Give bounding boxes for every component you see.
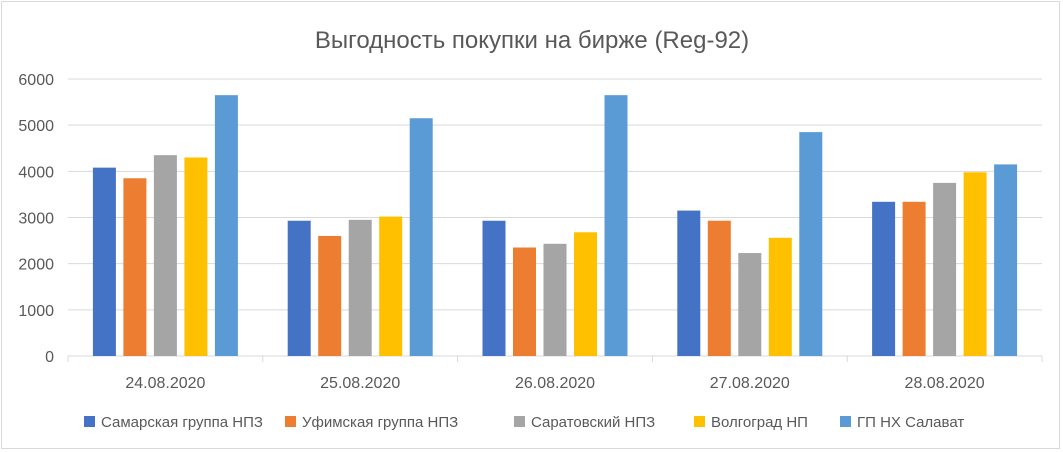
bar: [902, 201, 926, 356]
y-tick-label: 1000: [18, 303, 54, 320]
bar: [738, 253, 762, 356]
x-tick-label: 26.08.2020: [515, 375, 595, 392]
y-tick-label: 6000: [18, 72, 54, 89]
bar: [379, 216, 403, 356]
legend-label: Уфимская группа НПЗ: [302, 414, 458, 431]
x-tick-label: 27.08.2020: [710, 375, 790, 392]
bar: [318, 235, 342, 356]
legend-label: ГП НХ Салават: [857, 414, 964, 431]
bar: [799, 132, 823, 356]
bars: [92, 95, 1018, 357]
x-axis-ticks: 24.08.2020 25.08.2020 26.08.2020 27.08.2020…: [67, 356, 1043, 392]
bar: [214, 95, 238, 357]
legend: Самарская группа НПЗ Уфимская группа НПЗ С…: [84, 414, 964, 431]
chart-title: Выгодность покупки на бирже (Reg-92): [315, 27, 749, 54]
bar: [933, 182, 957, 356]
legend-label: Волгоград НП: [711, 414, 808, 431]
legend-label: Саратовский НПЗ: [531, 414, 655, 431]
bar: [768, 237, 792, 356]
legend-label: Самарская группа НПЗ: [101, 414, 263, 431]
x-tick-label: 25.08.2020: [320, 375, 400, 392]
bar: [872, 201, 896, 356]
x-tick-label: 24.08.2020: [125, 375, 205, 392]
legend-swatch: [514, 416, 525, 427]
bar: [677, 210, 701, 356]
y-tick-label: 0: [45, 349, 54, 366]
bar: [574, 232, 597, 356]
x-tick-label: 28.08.2020: [905, 375, 985, 392]
bar: [348, 219, 372, 356]
legend-swatch: [840, 416, 851, 427]
bar: [482, 220, 506, 356]
bar: [184, 157, 208, 356]
bar: [994, 164, 1018, 356]
bar: [123, 178, 147, 356]
bar: [604, 95, 628, 357]
legend-swatch: [285, 416, 296, 427]
y-tick-label: 3000: [18, 211, 54, 228]
y-tick-label: 4000: [18, 164, 54, 181]
bar: [963, 172, 987, 356]
y-tick-label: 2000: [18, 257, 54, 274]
bar: [287, 220, 311, 356]
legend-swatch: [84, 416, 95, 427]
y-axis-ticks: 0 1000 2000 3000 4000 5000 6000: [18, 72, 54, 366]
bar: [92, 167, 116, 356]
bar: [707, 220, 731, 356]
bar: [513, 247, 536, 356]
bar: [153, 155, 177, 356]
legend-swatch: [694, 416, 705, 427]
bar: [543, 243, 567, 356]
bar: [409, 118, 433, 356]
y-tick-label: 5000: [18, 118, 54, 135]
